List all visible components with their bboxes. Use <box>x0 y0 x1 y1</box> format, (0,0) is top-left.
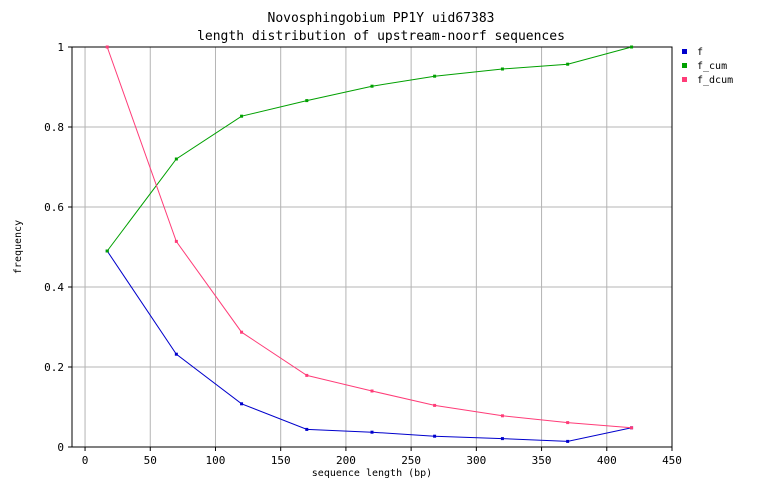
chart-subtitle: length distribution of upstream-noorf se… <box>197 29 565 44</box>
x-tick-label: 450 <box>662 454 682 467</box>
x-axis-label: sequence length (bp) <box>312 468 432 479</box>
data-point-f-dcum <box>500 414 504 418</box>
grid <box>72 47 672 447</box>
x-tick-label: 100 <box>206 454 226 467</box>
data-point-f <box>500 437 504 441</box>
chart-title: Novosphingobium PP1Y uid67383 <box>268 11 495 26</box>
data-point-f-cum <box>370 84 374 88</box>
data-point-f <box>305 427 309 431</box>
data-point-f-dcum <box>174 239 178 243</box>
x-axis-ticks: 0 50 100 150 200 250 300 350 400 450 <box>82 447 682 467</box>
data-point-f-cum <box>174 157 178 161</box>
data-point-f-dcum <box>305 373 309 377</box>
data-point-f-cum <box>305 99 309 103</box>
data-point-f-cum <box>240 114 244 118</box>
data-point-f-dcum <box>433 403 437 407</box>
data-point-f-dcum <box>105 45 109 49</box>
series <box>105 45 634 443</box>
legend-item-f-cum: f_cum <box>682 61 727 72</box>
data-point-f-cum <box>433 74 437 78</box>
x-tick-label: 350 <box>532 454 552 467</box>
series-f <box>105 249 634 443</box>
data-point-f <box>370 430 374 434</box>
legend-marker <box>682 77 687 82</box>
data-point-f-dcum <box>566 421 570 425</box>
legend-item-f-dcum: f_dcum <box>682 75 733 86</box>
y-tick-label: 0.8 <box>44 121 64 134</box>
legend-label: f <box>697 47 703 58</box>
legend: f f_cum f_dcum <box>682 47 733 86</box>
x-tick-label: 200 <box>336 454 356 467</box>
y-tick-label: 1 <box>57 41 64 54</box>
y-axis-label: frequency <box>13 220 24 274</box>
series-line-f-dcum <box>106 46 632 429</box>
series-f-dcum <box>105 45 634 430</box>
data-point-f <box>174 352 178 356</box>
data-point-f-cum <box>105 249 109 253</box>
x-tick-label: 400 <box>597 454 617 467</box>
plot-frame <box>71 46 673 448</box>
legend-item-f: f <box>682 47 703 58</box>
legend-label: f_cum <box>697 61 727 72</box>
y-tick-label: 0.4 <box>44 281 64 294</box>
data-point-f <box>433 434 437 438</box>
data-point-f <box>566 439 570 443</box>
y-tick-label: 0.2 <box>44 361 64 374</box>
y-tick-label: 0 <box>57 441 64 454</box>
data-point-f-cum <box>500 67 504 71</box>
legend-marker <box>682 63 687 68</box>
legend-marker <box>682 49 687 54</box>
x-tick-label: 250 <box>401 454 421 467</box>
legend-label: f_dcum <box>697 75 733 86</box>
x-tick-label: 300 <box>466 454 486 467</box>
y-tick-label: 0.6 <box>44 201 64 214</box>
series-line-f <box>106 250 632 442</box>
series-f-cum <box>105 45 634 253</box>
series-line-f-cum <box>106 46 632 252</box>
data-point-f-cum <box>566 62 570 66</box>
y-axis-ticks: 0 0.2 0.4 0.6 0.8 1 <box>44 41 72 454</box>
x-tick-label: 50 <box>144 454 157 467</box>
data-point-f-dcum <box>370 389 374 393</box>
data-point-f-dcum <box>630 426 634 430</box>
x-tick-label: 150 <box>271 454 291 467</box>
data-point-f-dcum <box>240 330 244 334</box>
data-point-f-cum <box>630 45 634 49</box>
data-point-f <box>240 402 244 406</box>
x-tick-label: 0 <box>82 454 89 467</box>
